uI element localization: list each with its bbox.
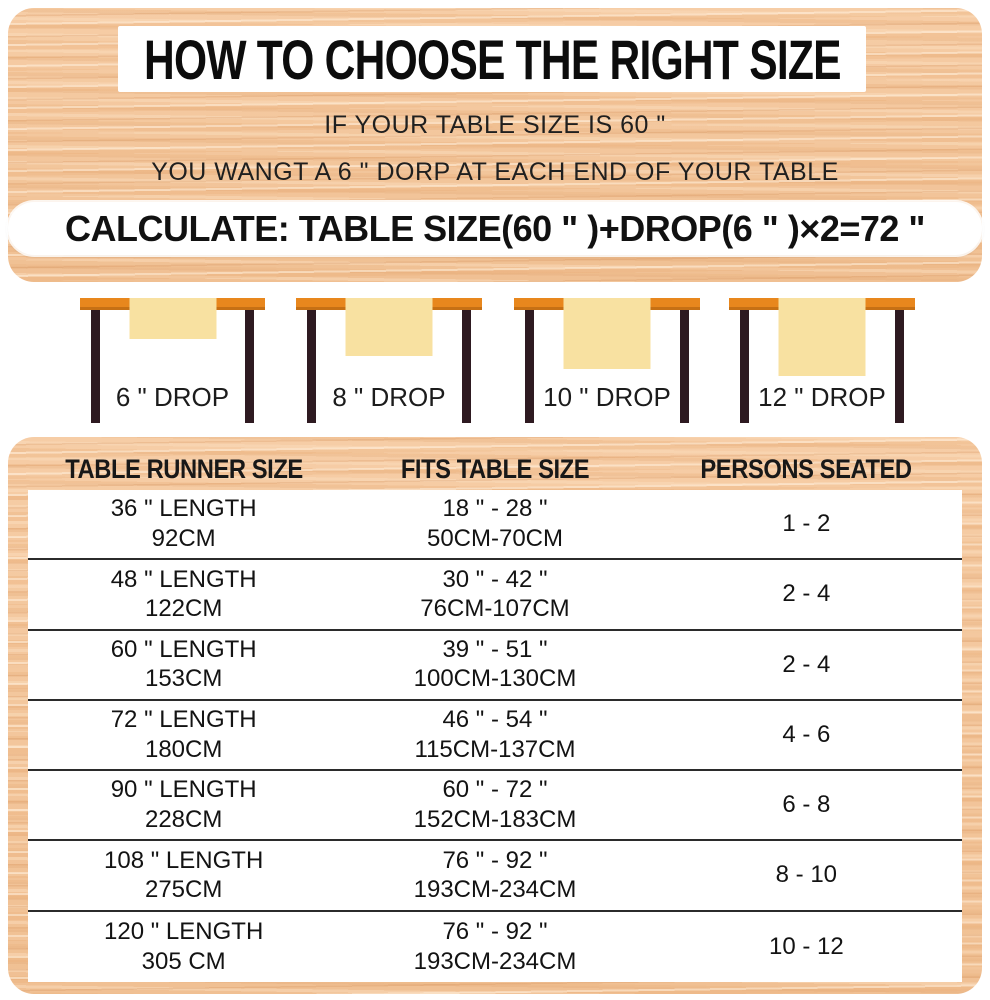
fits-range-cm: 76CM-107CM <box>420 595 570 623</box>
persons-seated: 6 - 8 <box>782 791 831 819</box>
header-runner-size: TABLE RUNNER SIZE <box>64 453 303 484</box>
fits-range-in: 30 " - 42 " <box>442 565 548 593</box>
fits-range-in: 39 " - 51 " <box>442 635 548 663</box>
subtitle-line-1: IF YOUR TABLE SIZE IS 60 " <box>324 111 666 139</box>
runner-length-in: 60 " LENGTH <box>110 635 257 663</box>
persons-cell: 10 - 12 <box>651 912 962 982</box>
drop-figure-10in: 10 " DROP <box>514 282 700 437</box>
fits-range-in: 76 " - 92 " <box>442 917 548 945</box>
size-table-panel: TABLE RUNNER SIZE FITS TABLE SIZE PERSON… <box>8 437 982 994</box>
fits-range-in: 60 " - 72 " <box>442 776 548 804</box>
fits-range-in: 46 " - 54 " <box>442 706 548 734</box>
runner-drape <box>129 298 216 339</box>
fits-range-cm: 152CM-183CM <box>413 805 577 833</box>
runner-length-cm: 275CM <box>144 876 223 904</box>
persons-seated: 10 - 12 <box>768 932 844 960</box>
runner-length-cm: 92CM <box>151 524 216 552</box>
table-row: 60 " LENGTH 153CM 39 " - 51 " 100CM-130C… <box>28 631 962 701</box>
drop-figure-12in: 12 " DROP <box>729 282 915 437</box>
drop-figure-8in: 8 " DROP <box>296 282 482 437</box>
table-leg-right <box>680 309 689 423</box>
table-row: 108 " LENGTH 275CM 76 " - 92 " 193CM-234… <box>28 841 962 912</box>
title-banner: HOW TO CHOOSE THE RIGHT SIZE <box>118 26 866 92</box>
table-leg-left <box>307 309 316 423</box>
drop-label: 6 " DROP <box>115 382 230 412</box>
table-row: 48 " LENGTH 122CM 30 " - 42 " 76CM-107CM… <box>28 560 962 631</box>
drop-figure-6in: 6 " DROP <box>80 282 265 437</box>
runner-size-cell: 36 " LENGTH 92CM <box>28 490 339 558</box>
persons-cell: 2 - 4 <box>651 631 962 699</box>
runner-drape <box>345 298 433 356</box>
fits-range-in: 18 " - 28 " <box>442 495 548 523</box>
drop-label: 12 " DROP <box>758 382 886 412</box>
table-row: 120 " LENGTH 305 CM 76 " - 92 " 193CM-23… <box>28 912 962 982</box>
subtitle-line-2: YOU WANGT A 6 " DORP AT EACH END OF YOUR… <box>151 158 839 186</box>
persons-seated: 1 - 2 <box>782 510 831 538</box>
runner-length-in: 108 " LENGTH <box>104 846 264 874</box>
table-leg-left <box>740 309 749 423</box>
persons-cell: 2 - 4 <box>651 560 962 628</box>
fits-range-cm: 193CM-234CM <box>413 876 577 904</box>
runner-size-cell: 72 " LENGTH 180CM <box>28 701 339 769</box>
runner-length-in: 90 " LENGTH <box>110 776 257 804</box>
table-leg-right <box>462 309 471 423</box>
runner-size-cell: 120 " LENGTH 305 CM <box>28 912 339 982</box>
drop-illustrations: 6 " DROP 8 " DROP 10 " DROP 12 " DROP <box>0 282 990 437</box>
calculation-formula: CALCULATE: TABLE SIZE(60 " )+DROP(6 " )×… <box>64 207 926 249</box>
drop-label: 10 " DROP <box>543 382 671 412</box>
table-row: 36 " LENGTH 92CM 18 " - 28 " 50CM-70CM 1… <box>28 490 962 561</box>
fits-size-cell: 76 " - 92 " 193CM-234CM <box>339 841 650 909</box>
fits-range-cm: 115CM-137CM <box>414 735 576 763</box>
fits-size-cell: 30 " - 42 " 76CM-107CM <box>339 560 650 628</box>
fits-size-cell: 18 " - 28 " 50CM-70CM <box>339 490 650 558</box>
fits-range-cm: 50CM-70CM <box>426 524 563 552</box>
calculation-banner: CALCULATE: TABLE SIZE(60 " )+DROP(6 " )×… <box>8 202 982 255</box>
size-table: 36 " LENGTH 92CM 18 " - 28 " 50CM-70CM 1… <box>28 490 962 982</box>
fits-range-cm: 193CM-234CM <box>413 947 577 975</box>
runner-length-cm: 122CM <box>144 595 223 623</box>
runner-size-cell: 60 " LENGTH 153CM <box>28 631 339 699</box>
persons-seated: 8 - 10 <box>775 861 838 889</box>
persons-seated: 2 - 4 <box>782 580 831 608</box>
runner-length-in: 36 " LENGTH <box>110 495 257 523</box>
table-row: 90 " LENGTH 228CM 60 " - 72 " 152CM-183C… <box>28 771 962 842</box>
runner-length-in: 48 " LENGTH <box>110 565 257 593</box>
persons-seated: 2 - 4 <box>782 650 831 678</box>
persons-seated: 4 - 6 <box>782 720 831 748</box>
runner-size-cell: 48 " LENGTH 122CM <box>28 560 339 628</box>
persons-cell: 8 - 10 <box>651 841 962 909</box>
fits-range-cm: 100CM-130CM <box>413 665 577 693</box>
persons-cell: 6 - 8 <box>651 771 962 839</box>
persons-cell: 1 - 2 <box>651 490 962 558</box>
runner-drape <box>778 298 866 376</box>
page-title: HOW TO CHOOSE THE RIGHT SIZE <box>143 27 842 91</box>
runner-size-cell: 108 " LENGTH 275CM <box>28 841 339 909</box>
fits-size-cell: 60 " - 72 " 152CM-183CM <box>339 771 650 839</box>
runner-length-cm: 180CM <box>144 735 223 763</box>
persons-cell: 4 - 6 <box>651 701 962 769</box>
runner-length-cm: 153CM <box>144 665 223 693</box>
drop-label: 8 " DROP <box>332 382 446 412</box>
runner-length-cm: 228CM <box>144 805 223 833</box>
table-leg-right <box>895 309 904 423</box>
table-row: 72 " LENGTH 180CM 46 " - 54 " 115CM-137C… <box>28 701 962 772</box>
header-persons-seated: PERSONS SEATED <box>700 453 913 484</box>
table-leg-right <box>245 309 254 423</box>
runner-length-in: 72 " LENGTH <box>110 706 257 734</box>
fits-range-in: 76 " - 92 " <box>442 846 548 874</box>
fits-size-cell: 39 " - 51 " 100CM-130CM <box>339 631 650 699</box>
size-table-headers: TABLE RUNNER SIZE FITS TABLE SIZE PERSON… <box>28 450 962 488</box>
runner-length-in: 120 " LENGTH <box>104 917 264 945</box>
fits-size-cell: 46 " - 54 " 115CM-137CM <box>339 701 650 769</box>
runner-drape <box>563 298 651 369</box>
table-leg-left <box>91 309 100 423</box>
top-wood-panel: HOW TO CHOOSE THE RIGHT SIZE IF YOUR TAB… <box>8 8 982 282</box>
fits-size-cell: 76 " - 92 " 193CM-234CM <box>339 912 650 982</box>
header-fits-table-size: FITS TABLE SIZE <box>400 453 590 484</box>
runner-size-cell: 90 " LENGTH 228CM <box>28 771 339 839</box>
table-leg-left <box>525 309 534 423</box>
runner-length-cm: 305 CM <box>141 947 226 975</box>
